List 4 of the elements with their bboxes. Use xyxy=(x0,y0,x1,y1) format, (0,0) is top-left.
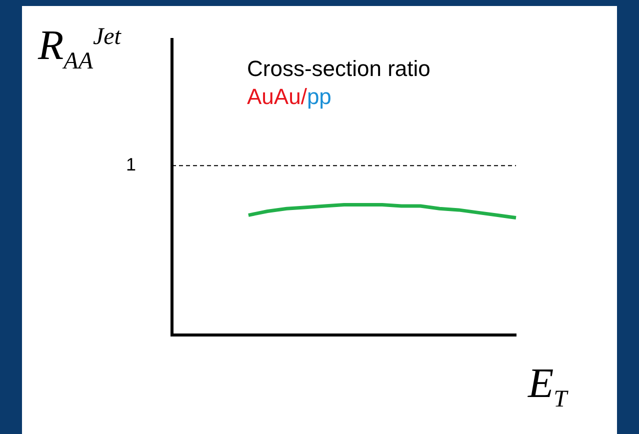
ref-line-label: 1 xyxy=(126,154,136,175)
text: Cross-section ratio xyxy=(247,56,430,82)
text: AuAu/pp xyxy=(247,84,332,109)
x-axis-title: E$_{T}$ xyxy=(528,360,568,414)
